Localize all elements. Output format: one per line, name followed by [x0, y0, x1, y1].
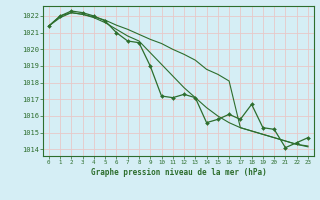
X-axis label: Graphe pression niveau de la mer (hPa): Graphe pression niveau de la mer (hPa) — [91, 168, 266, 177]
